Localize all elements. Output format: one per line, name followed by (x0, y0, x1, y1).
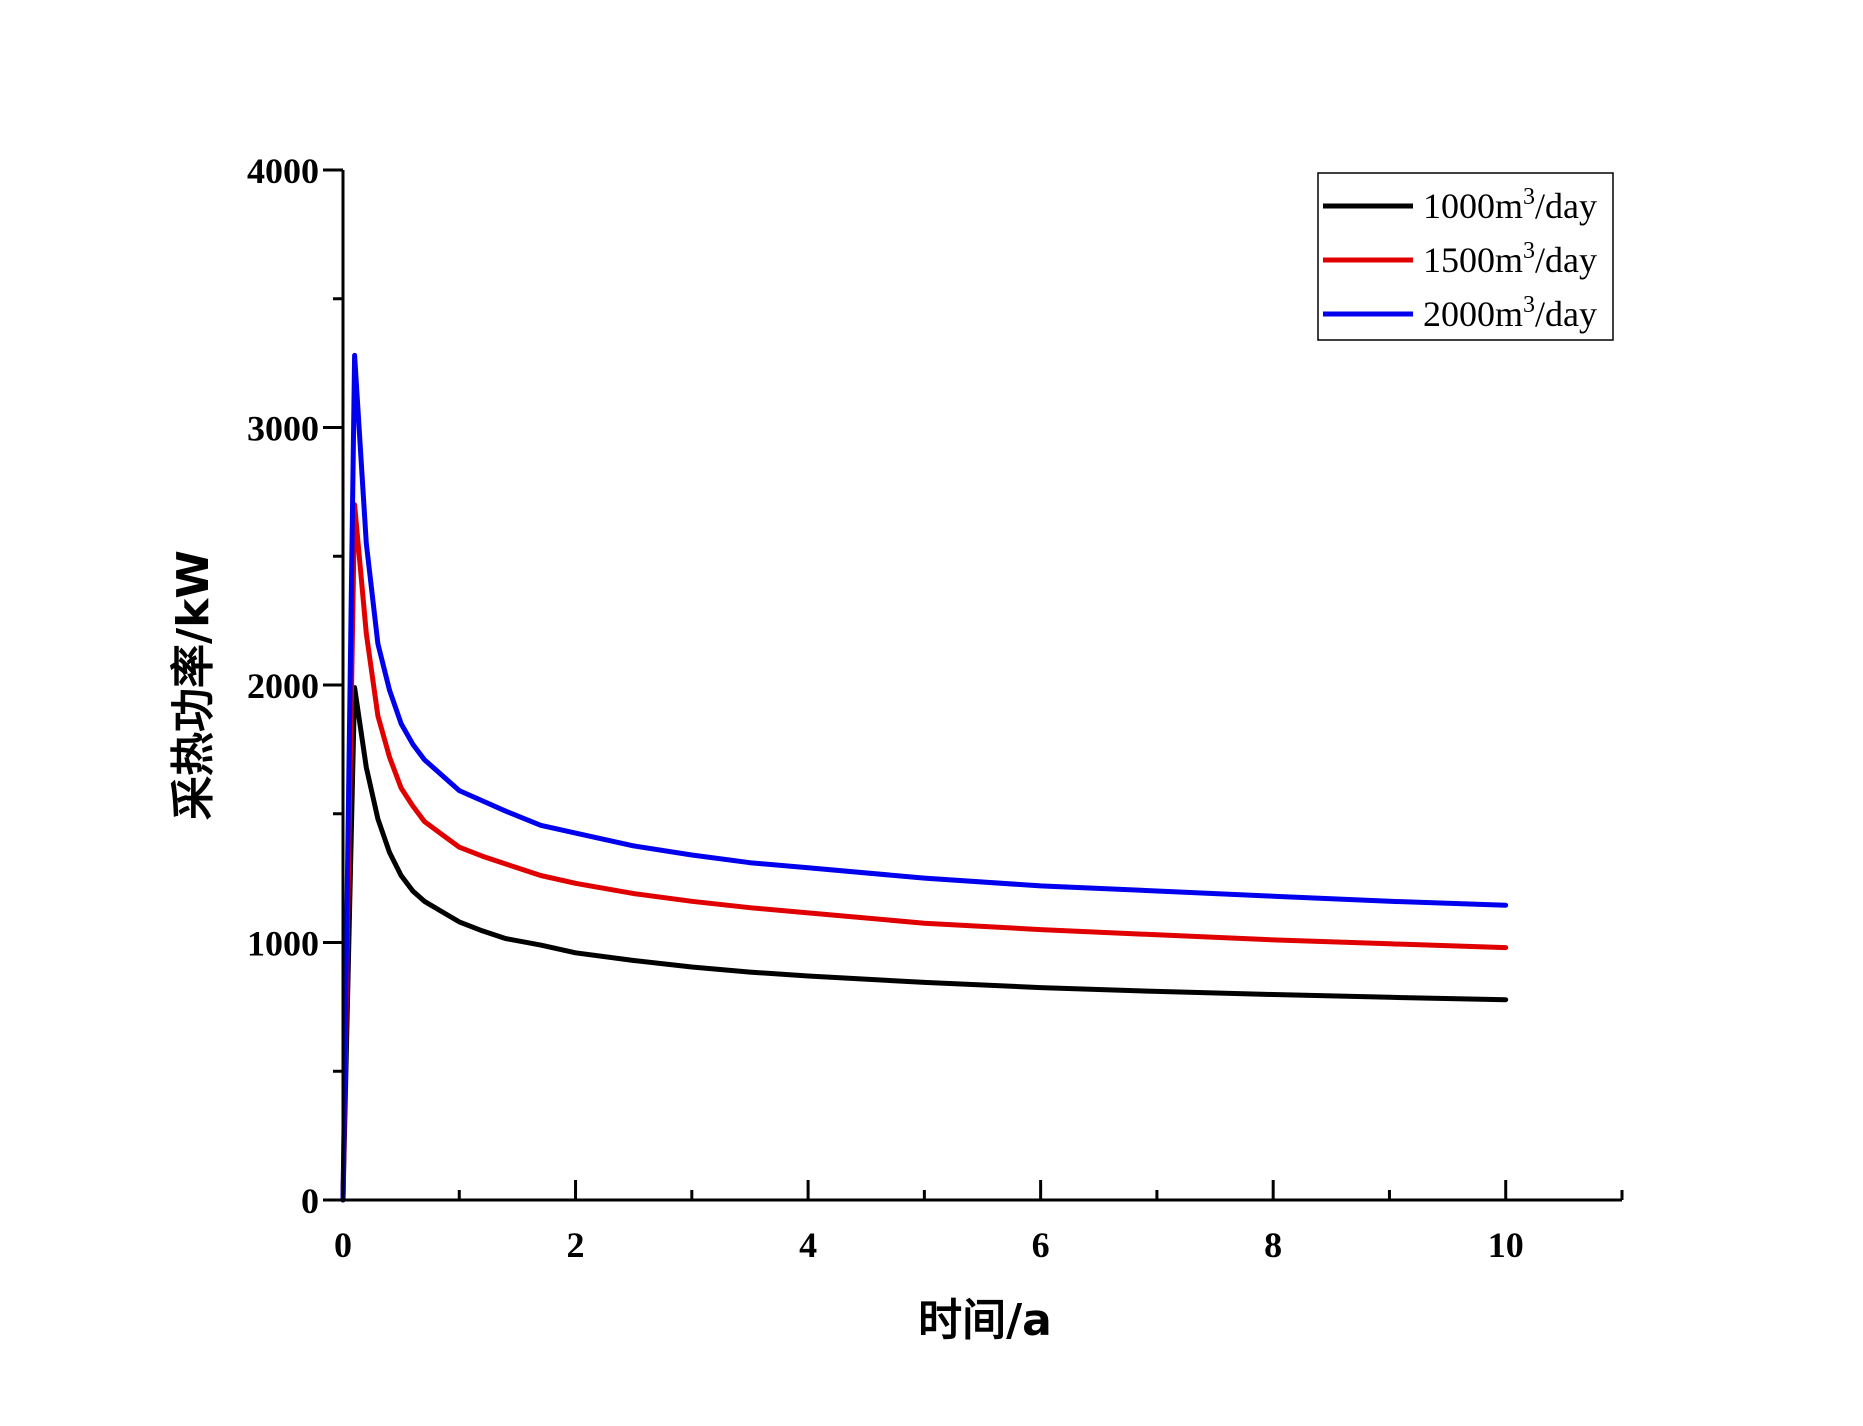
series-line-2 (340, 502, 1509, 1203)
y-tick-label: 0 (301, 1181, 319, 1221)
y-tick-label: 2000 (247, 666, 319, 706)
y-tick-label: 3000 (247, 409, 319, 449)
x-tick-label: 8 (1264, 1225, 1282, 1265)
y-tick-label: 1000 (247, 924, 319, 964)
x-axis-title: 时间/a (918, 1295, 1052, 1346)
x-tick-label: 4 (799, 1225, 817, 1265)
legend-label-2: 1500m3/day (1423, 238, 1597, 280)
legend-label-3: 2000m3/day (1423, 292, 1597, 334)
series-line-1 (340, 685, 1509, 1203)
y-axis-title: 采热功率/kW (168, 550, 219, 820)
x-tick-label: 10 (1488, 1225, 1524, 1265)
y-tick-label: 4000 (247, 151, 319, 191)
legend: 1000m3/day 1500m3/day 2000m3/day (1317, 172, 1614, 341)
x-tick-label: 6 (1032, 1225, 1050, 1265)
series-line-3 (340, 352, 1509, 1203)
x-tick-label: 2 (567, 1225, 585, 1265)
legend-label-1: 1000m3/day (1423, 184, 1597, 226)
plot-lines (340, 352, 1509, 1203)
x-tick-label: 0 (334, 1225, 352, 1265)
axes: 0 2 4 6 8 10 0 1000 2000 3000 4000 (247, 151, 1624, 1265)
